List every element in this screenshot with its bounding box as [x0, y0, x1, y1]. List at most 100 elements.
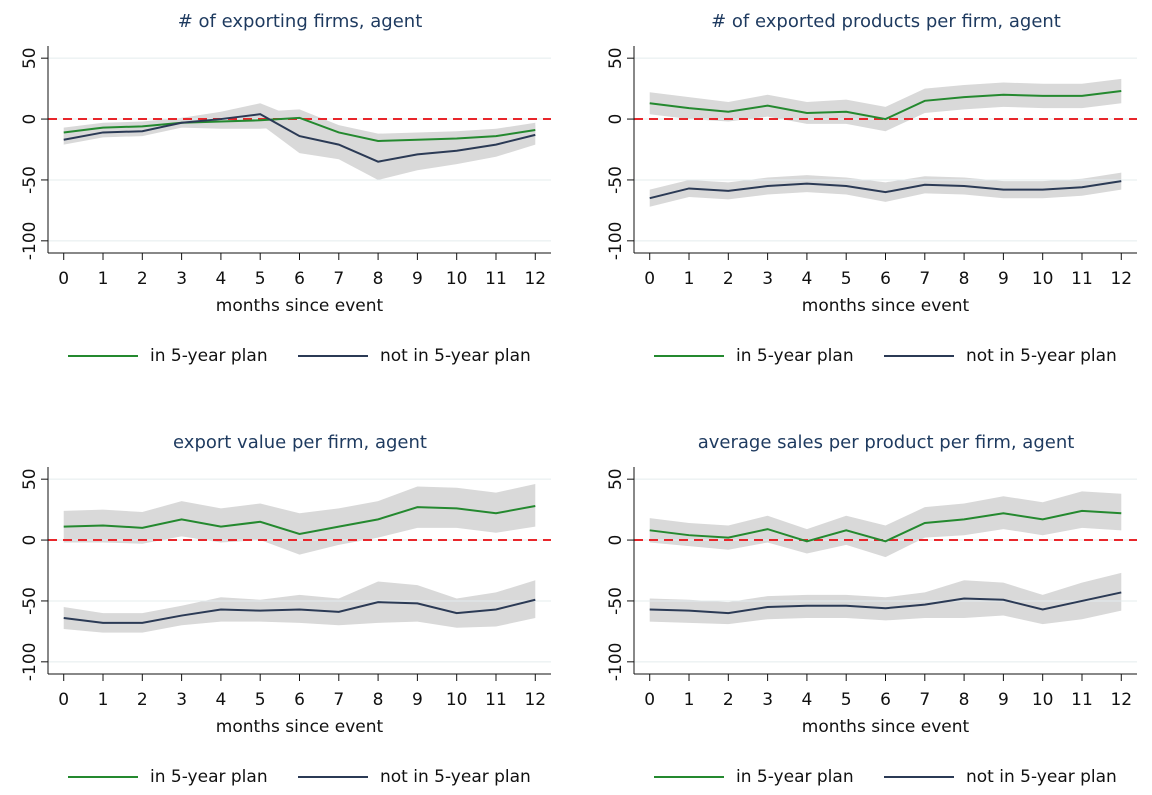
series-line [63, 116, 536, 142]
x-tick-label: 7 [919, 269, 930, 289]
confidence-band [649, 78, 1122, 132]
x-tick-label: 0 [644, 269, 655, 289]
x-tick-label: 3 [176, 690, 187, 710]
x-tick-label: 0 [644, 690, 655, 710]
x-tick-label: 6 [880, 690, 891, 710]
x-tick-label: 8 [373, 269, 384, 289]
x-axis-label: months since event [216, 296, 384, 316]
y-tick-label: -50 [606, 166, 626, 194]
x-tick-label: 5 [841, 690, 852, 710]
x-tick-label: 10 [1032, 269, 1054, 289]
x-tick-label: 1 [98, 269, 109, 289]
confidence-band [63, 580, 536, 633]
x-tick-label: 9 [412, 269, 423, 289]
x-tick-label: 12 [1110, 269, 1132, 289]
y-tick-label: -50 [606, 587, 626, 615]
y-tick-label: -100 [20, 222, 40, 261]
y-tick-label: 50 [606, 47, 626, 69]
x-tick-label: 8 [959, 690, 970, 710]
confidence-band [649, 491, 1122, 558]
legend-label: in 5-year plan [150, 767, 268, 787]
chart-title: # of exporting firms, agent [178, 11, 423, 32]
y-tick-label: 0 [606, 114, 626, 125]
x-tick-label: 11 [485, 269, 507, 289]
x-tick-label: 5 [255, 690, 266, 710]
legend-label: not in 5-year plan [966, 767, 1117, 787]
x-tick-label: 7 [333, 690, 344, 710]
x-tick-label: 4 [801, 269, 812, 289]
x-axis-label: months since event [802, 717, 970, 737]
x-tick-label: 3 [176, 269, 187, 289]
x-tick-label: 8 [959, 269, 970, 289]
x-tick-label: 0 [58, 690, 69, 710]
y-tick-label: -100 [606, 222, 626, 261]
x-axis-label: months since event [216, 717, 384, 737]
y-tick-label: -50 [20, 166, 40, 194]
series-line [63, 504, 536, 535]
x-tick-label: 10 [446, 269, 468, 289]
x-tick-label: 2 [137, 690, 148, 710]
x-tick-label: 11 [485, 690, 507, 710]
confidence-band [63, 484, 536, 555]
x-tick-label: 6 [294, 269, 305, 289]
x-tick-label: 12 [524, 269, 546, 289]
x-tick-label: 2 [137, 269, 148, 289]
panel: export value per firm, agent 50 0 -50 -100 0 1… [20, 432, 551, 787]
x-tick-label: 5 [255, 269, 266, 289]
panel: average sales per product per firm, agen… [606, 432, 1137, 787]
x-tick-label: 3 [762, 269, 773, 289]
x-tick-label: 9 [998, 690, 1009, 710]
y-tick-label: 50 [20, 47, 40, 69]
x-tick-label: 9 [412, 690, 423, 710]
series-line [63, 113, 536, 163]
x-tick-label: 1 [684, 269, 695, 289]
x-tick-label: 4 [801, 690, 812, 710]
legend-label: in 5-year plan [150, 346, 268, 366]
y-tick-label: 50 [20, 468, 40, 490]
series-line [63, 598, 536, 624]
chart-title: export value per firm, agent [173, 432, 427, 453]
x-tick-label: 11 [1071, 690, 1093, 710]
legend-label: in 5-year plan [736, 767, 854, 787]
x-tick-label: 10 [446, 690, 468, 710]
x-axis-label: months since event [802, 296, 970, 316]
series-line [649, 591, 1122, 615]
series-line [649, 180, 1122, 200]
chart-title: average sales per product per firm, agen… [698, 432, 1075, 453]
y-tick-label: -100 [20, 643, 40, 682]
x-tick-label: 4 [215, 690, 226, 710]
x-tick-label: 6 [294, 690, 305, 710]
x-tick-label: 6 [880, 269, 891, 289]
legend-label: in 5-year plan [736, 346, 854, 366]
series-line [649, 90, 1122, 121]
y-tick-label: 50 [606, 468, 626, 490]
x-tick-label: 1 [98, 690, 109, 710]
x-tick-label: 3 [762, 690, 773, 710]
x-tick-label: 11 [1071, 269, 1093, 289]
confidence-band [649, 172, 1122, 207]
y-tick-label: 0 [606, 535, 626, 546]
legend-label: not in 5-year plan [380, 346, 531, 366]
x-tick-label: 0 [58, 269, 69, 289]
x-tick-label: 1 [684, 690, 695, 710]
x-tick-label: 5 [841, 269, 852, 289]
x-tick-label: 9 [998, 269, 1009, 289]
legend-label: not in 5-year plan [966, 346, 1117, 366]
x-tick-label: 7 [919, 690, 930, 710]
y-tick-label: 0 [20, 114, 40, 125]
y-tick-label: 0 [20, 535, 40, 546]
x-tick-label: 12 [524, 690, 546, 710]
x-tick-label: 2 [723, 690, 734, 710]
y-tick-label: -50 [20, 587, 40, 615]
x-tick-label: 7 [333, 269, 344, 289]
x-tick-label: 2 [723, 269, 734, 289]
x-tick-label: 8 [373, 690, 384, 710]
y-tick-label: -100 [606, 643, 626, 682]
x-tick-label: 12 [1110, 690, 1132, 710]
x-tick-label: 10 [1032, 690, 1054, 710]
chart-title: # of exported products per firm, agent [711, 11, 1061, 32]
confidence-band [649, 572, 1122, 625]
panel: # of exported products per firm, agent50… [606, 11, 1137, 366]
